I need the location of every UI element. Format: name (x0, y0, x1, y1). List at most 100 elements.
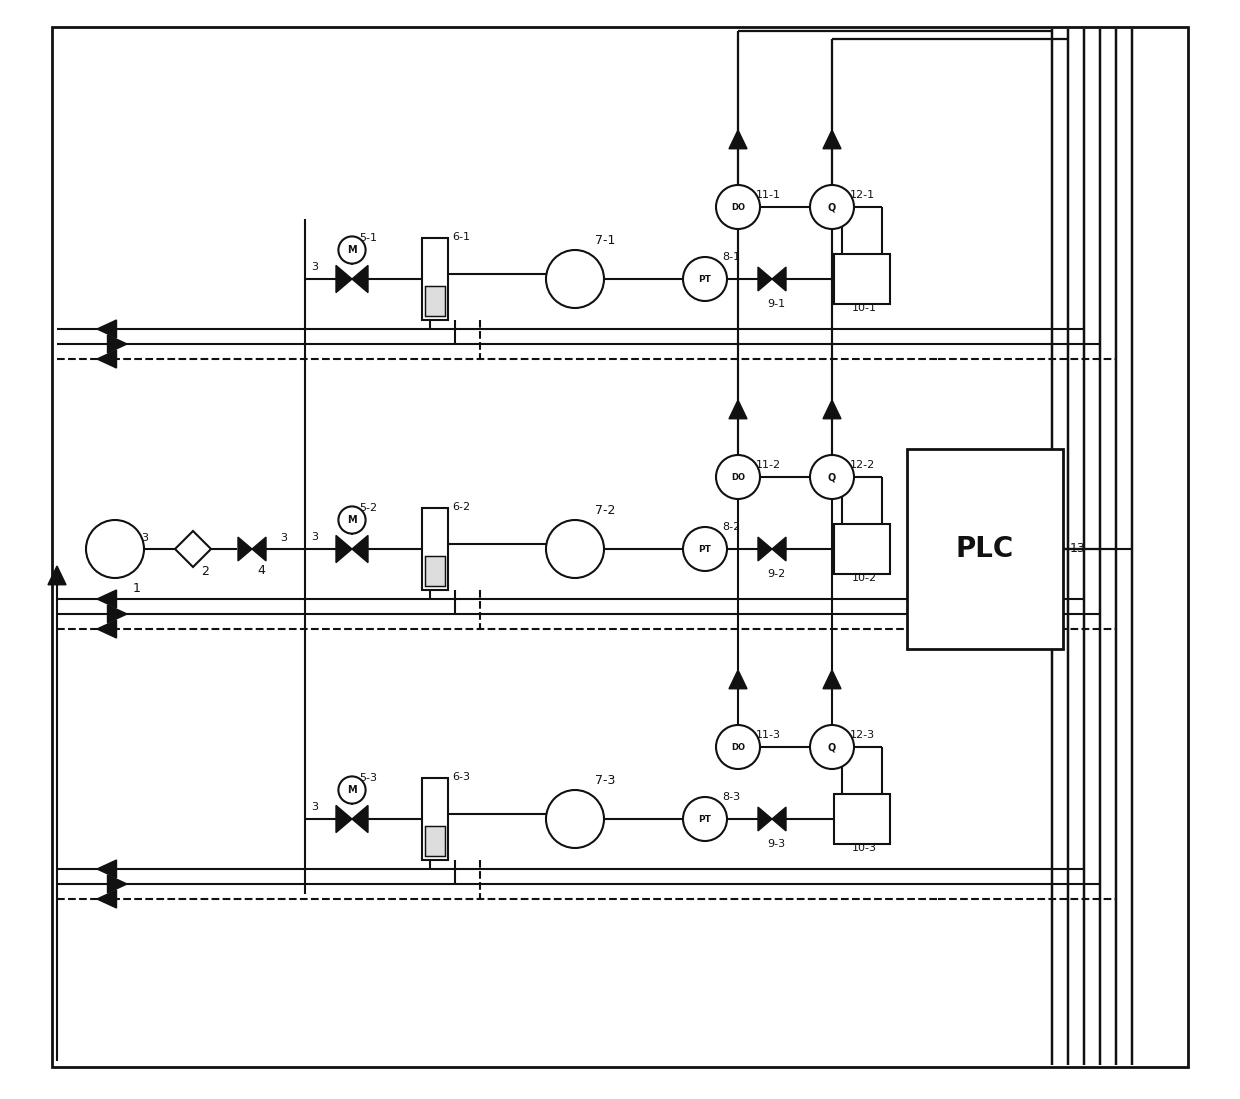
Text: 6-2: 6-2 (453, 502, 470, 512)
Circle shape (715, 185, 760, 229)
Text: 5-1: 5-1 (360, 233, 377, 243)
Bar (422, 238, 449, 320)
Circle shape (683, 797, 727, 841)
Polygon shape (823, 130, 841, 148)
Text: 8-2: 8-2 (722, 522, 740, 532)
Text: 11-1: 11-1 (756, 190, 781, 200)
Polygon shape (729, 130, 746, 148)
Text: 8-3: 8-3 (722, 792, 740, 802)
Circle shape (339, 236, 366, 264)
Bar (835, 254, 889, 304)
Circle shape (810, 455, 854, 499)
Circle shape (715, 725, 760, 769)
Circle shape (546, 249, 604, 308)
Polygon shape (97, 620, 117, 639)
Text: M: M (347, 785, 357, 795)
Polygon shape (352, 535, 368, 563)
Bar (425, 287, 445, 317)
Polygon shape (97, 349, 117, 368)
Text: 3: 3 (311, 802, 319, 812)
Polygon shape (252, 537, 267, 560)
Text: PT: PT (698, 814, 712, 823)
Polygon shape (729, 670, 746, 689)
Polygon shape (773, 267, 786, 291)
Text: 9-2: 9-2 (768, 569, 785, 579)
Polygon shape (97, 590, 117, 608)
Bar (835, 524, 889, 574)
Text: PT: PT (698, 544, 712, 554)
Polygon shape (336, 806, 352, 833)
Polygon shape (758, 267, 773, 291)
Text: 11-3: 11-3 (756, 730, 781, 740)
Circle shape (683, 528, 727, 571)
Text: 3: 3 (311, 532, 319, 542)
Text: 6-3: 6-3 (453, 771, 470, 782)
Text: 6-1: 6-1 (453, 232, 470, 242)
Text: 7-1: 7-1 (595, 234, 615, 247)
Text: 12-3: 12-3 (849, 730, 875, 740)
Bar (835, 793, 889, 844)
Text: DO: DO (732, 473, 745, 481)
Text: Q: Q (828, 202, 836, 212)
Text: 8-1: 8-1 (722, 252, 740, 262)
Text: 3: 3 (280, 533, 288, 543)
Text: 1: 1 (133, 582, 141, 595)
Text: 12-2: 12-2 (849, 460, 875, 470)
Polygon shape (336, 265, 352, 292)
Polygon shape (773, 807, 786, 831)
Text: 10-1: 10-1 (852, 303, 877, 313)
Polygon shape (108, 875, 126, 893)
Text: 3: 3 (141, 533, 149, 543)
Circle shape (546, 520, 604, 578)
Polygon shape (352, 265, 368, 292)
Text: 9-3: 9-3 (768, 839, 785, 850)
Circle shape (86, 520, 144, 578)
Text: Q: Q (828, 742, 836, 752)
Text: 9-1: 9-1 (768, 299, 785, 309)
Circle shape (339, 507, 366, 534)
Bar (422, 778, 449, 861)
Polygon shape (729, 400, 746, 419)
Text: 12-1: 12-1 (849, 190, 875, 200)
Polygon shape (97, 320, 117, 338)
Bar (422, 508, 449, 590)
Circle shape (339, 776, 366, 803)
Polygon shape (108, 606, 126, 623)
Polygon shape (758, 537, 773, 560)
Text: DO: DO (732, 202, 745, 211)
Circle shape (715, 455, 760, 499)
Text: 10-3: 10-3 (852, 843, 877, 853)
Text: M: M (347, 245, 357, 255)
Text: DO: DO (732, 743, 745, 752)
Circle shape (683, 257, 727, 301)
Polygon shape (352, 806, 368, 833)
Text: 7-3: 7-3 (595, 774, 615, 787)
Polygon shape (823, 400, 841, 419)
Text: PLC: PLC (956, 535, 1014, 563)
Polygon shape (823, 670, 841, 689)
Polygon shape (758, 807, 773, 831)
Bar (425, 826, 445, 856)
Polygon shape (108, 335, 126, 353)
Text: 4: 4 (257, 564, 265, 577)
Circle shape (810, 725, 854, 769)
Polygon shape (238, 537, 252, 560)
Bar (908, 449, 1063, 650)
Text: 2: 2 (201, 565, 208, 578)
Text: 5-2: 5-2 (360, 503, 377, 513)
Text: 10-2: 10-2 (852, 573, 877, 582)
Circle shape (546, 790, 604, 848)
Text: Q: Q (828, 471, 836, 482)
Bar (425, 556, 445, 586)
Text: 3: 3 (311, 262, 319, 271)
Circle shape (810, 185, 854, 229)
Polygon shape (336, 535, 352, 563)
Text: M: M (347, 515, 357, 525)
Text: 7-2: 7-2 (595, 504, 615, 517)
Polygon shape (48, 566, 66, 585)
Text: 11-2: 11-2 (756, 460, 781, 470)
Text: 13: 13 (1069, 543, 1085, 555)
Polygon shape (97, 861, 117, 878)
Polygon shape (773, 537, 786, 560)
Text: PT: PT (698, 275, 712, 284)
